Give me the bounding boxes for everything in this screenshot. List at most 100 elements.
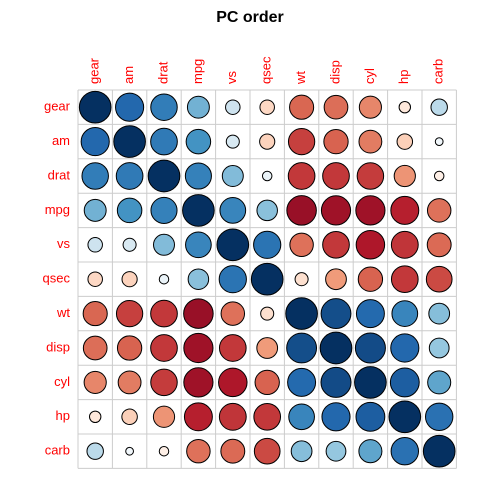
corr-circle [287,127,316,156]
corr-circle [323,94,349,120]
corr-circle [393,164,416,188]
row-label: qsec [43,271,71,286]
corr-circle [424,402,454,432]
corr-circle [287,367,317,397]
corr-circle [115,92,145,122]
corr-circle [320,366,352,398]
corr-circle [82,301,108,327]
corr-circle [286,195,317,226]
corr-circle [354,366,387,399]
corr-circle [87,271,103,287]
corr-circle [218,367,248,398]
corr-circle [86,442,104,460]
corr-circle [218,402,247,431]
corr-circle [323,128,349,155]
corr-circle [183,298,214,329]
corr-circle [82,335,108,361]
corr-circle [186,95,210,119]
corr-circle [83,198,107,222]
corr-circle [122,237,137,252]
corr-circle [218,334,247,362]
corr-circle [225,99,241,115]
corr-circle [83,370,107,394]
corr-circle [355,230,386,260]
corr-circle [219,197,247,224]
corr-circle [158,273,170,285]
corr-circle [183,402,213,432]
corr-circle [290,440,313,463]
corr-circle [388,400,422,434]
corr-circle [390,230,419,259]
corr-circle [434,137,444,146]
corr-circle [254,369,280,396]
corr-circle [221,165,244,187]
corr-circle [218,265,247,294]
corr-circle [358,95,382,119]
corr-circle [426,232,452,258]
row-label: drat [48,167,71,182]
corr-circle [81,162,109,190]
corr-circle [390,195,420,225]
corr-circle [182,194,215,227]
corr-circle [250,262,284,296]
corr-circle [322,162,350,190]
corr-circle [225,134,240,149]
corr-circle [320,298,352,330]
row-label: vs [57,236,71,251]
corr-circle [390,265,419,294]
corr-circle [396,133,414,150]
corr-circle [294,272,309,287]
corr-circle [289,94,315,120]
corr-circle [289,232,314,258]
column-label: hp [396,70,411,84]
corr-circle [319,331,353,365]
corr-circle [286,332,318,364]
corr-circle [113,125,146,158]
corr-circle [88,410,102,424]
corr-circle [325,440,347,462]
corr-circle [150,368,178,397]
corr-circle [390,436,420,466]
corr-circle [256,337,279,359]
corr-circle [185,128,212,155]
corr-circle [433,170,445,182]
corr-circle [150,127,178,156]
corr-circle [253,402,282,431]
row-label: am [52,133,70,148]
corr-circle [147,159,181,193]
corr-circle [116,197,143,224]
corr-circle [356,162,385,190]
corr-circle [390,333,420,363]
corr-circle [256,199,278,222]
column-label: vs [224,71,239,85]
corr-circle [259,99,275,115]
column-label: disp [327,60,342,84]
corr-circle [150,334,178,362]
corr-circle [125,446,134,456]
corr-circle [389,367,420,398]
corr-circle [115,299,144,328]
row-label: wt [56,305,70,320]
corr-circle [158,445,170,457]
column-label: wt [293,71,308,85]
corr-circle [117,370,142,395]
column-label: drat [155,61,170,84]
row-label: disp [46,339,70,354]
corr-circle [152,405,176,428]
corr-circle [355,195,386,226]
corr-circle [216,228,250,262]
corr-circle [121,271,138,288]
corr-circle [220,301,246,326]
row-label: mpg [45,202,70,217]
corr-circle [322,230,350,259]
row-label: carb [45,443,70,458]
corr-circle [115,162,144,190]
corr-circle [121,408,138,426]
corr-circle [184,162,212,190]
corr-circle [116,335,143,361]
corr-circle [428,337,450,359]
corr-circle [355,401,386,432]
corr-circle [186,438,211,464]
corr-circle [325,268,347,291]
